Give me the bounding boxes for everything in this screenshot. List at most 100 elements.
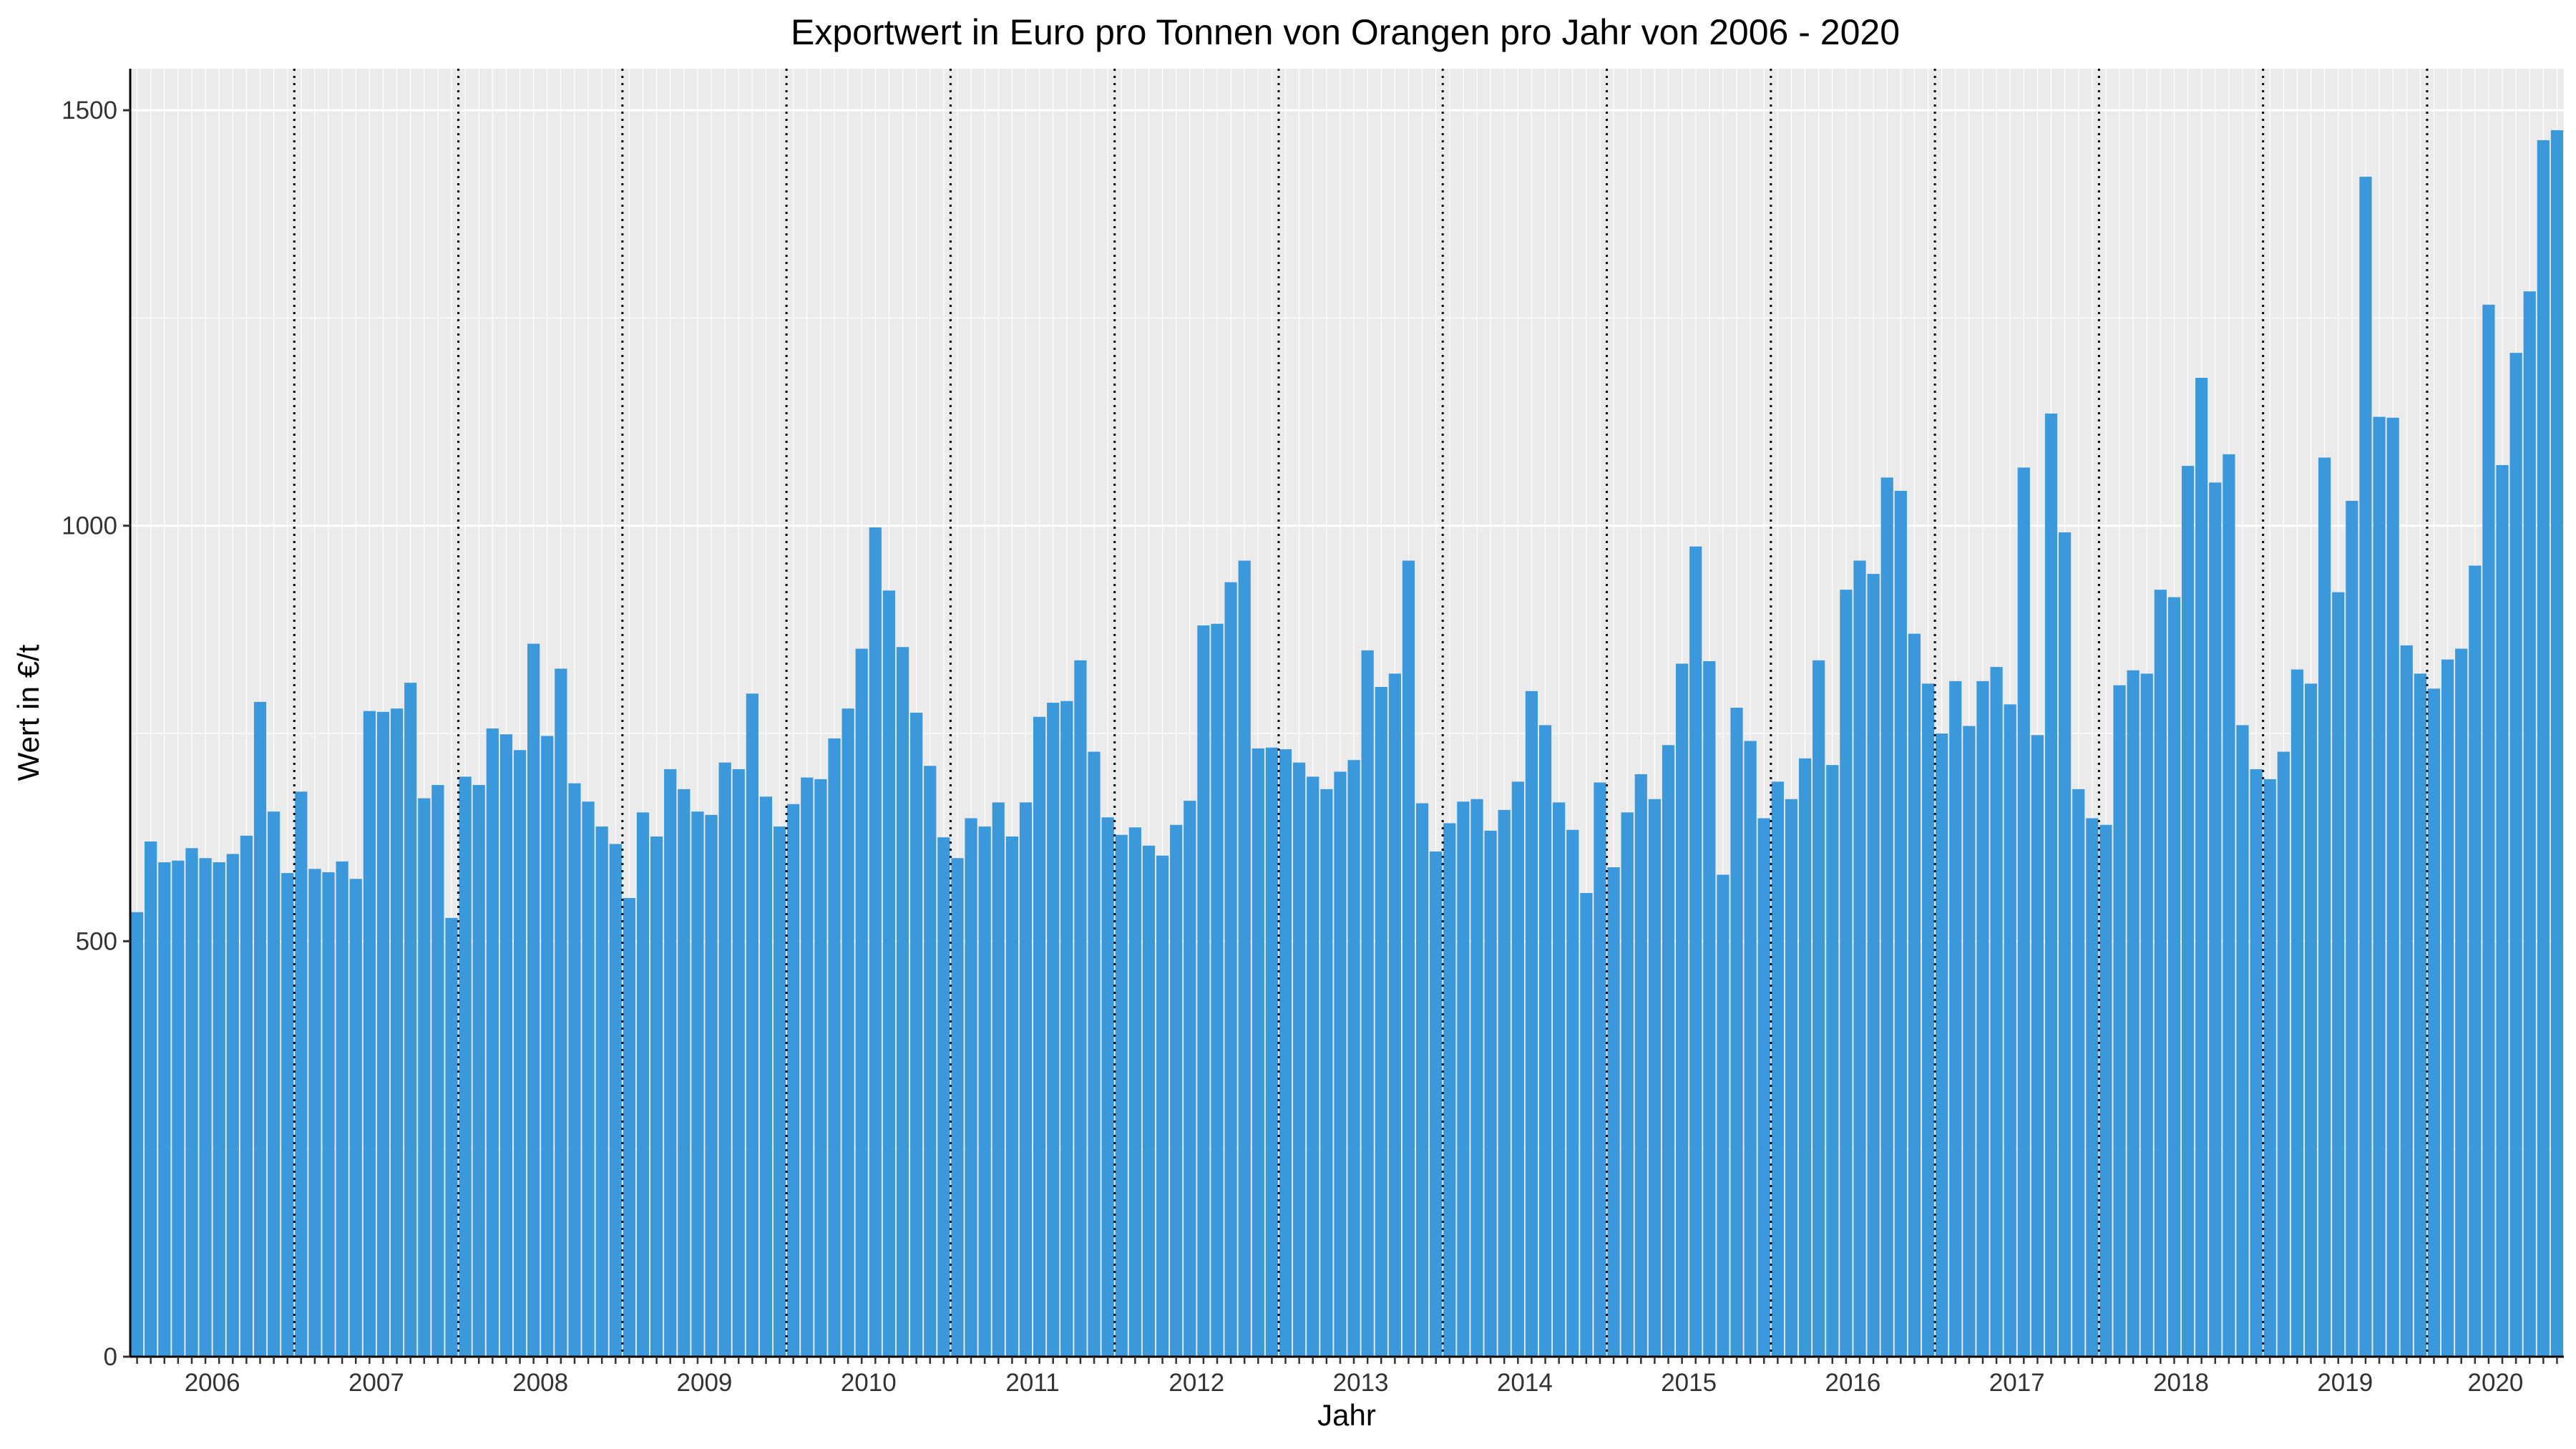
bar	[2250, 769, 2263, 1357]
bar	[2127, 670, 2140, 1357]
x-tick-label: 2009	[677, 1369, 733, 1397]
x-tick-label: 2018	[2153, 1369, 2209, 1397]
bar	[376, 711, 390, 1357]
bar	[609, 844, 622, 1357]
bar	[623, 897, 635, 1357]
bar	[718, 762, 731, 1357]
bar	[1074, 660, 1087, 1357]
bar	[2059, 532, 2072, 1357]
bar	[582, 801, 595, 1357]
bar	[1457, 801, 1470, 1357]
bar	[1771, 781, 1784, 1357]
bar	[431, 785, 444, 1357]
bar	[185, 848, 198, 1357]
bar	[1211, 623, 1224, 1357]
bar	[1880, 477, 1893, 1357]
bar	[636, 812, 650, 1357]
bar	[705, 814, 718, 1357]
bar	[814, 779, 827, 1357]
bar	[1990, 667, 2003, 1357]
bar	[2167, 597, 2181, 1357]
x-tick-label: 2011	[1005, 1369, 1059, 1397]
bar	[1621, 812, 1634, 1357]
bar	[1224, 582, 1237, 1357]
bar	[1566, 829, 1579, 1357]
bar	[828, 738, 841, 1357]
bar	[213, 862, 225, 1357]
bar	[1744, 741, 1757, 1357]
bar	[499, 734, 513, 1357]
bar	[2223, 454, 2235, 1357]
bar	[2373, 416, 2386, 1357]
bar	[1443, 823, 1456, 1357]
bar	[1430, 851, 1443, 1357]
bar	[1936, 733, 1948, 1357]
bar	[2140, 673, 2153, 1357]
bar	[1538, 725, 1552, 1357]
bar	[1347, 760, 1360, 1357]
bar	[1717, 874, 1729, 1357]
bar	[1470, 799, 1483, 1357]
bar	[418, 798, 431, 1357]
bar	[2277, 751, 2290, 1357]
bar	[2209, 482, 2222, 1357]
bar	[746, 693, 758, 1357]
bar	[1388, 673, 1401, 1357]
bar	[1648, 799, 1661, 1357]
bar	[1689, 546, 1702, 1357]
bar	[2346, 500, 2358, 1357]
bar	[1184, 801, 1196, 1357]
bar	[691, 811, 704, 1357]
bar	[1757, 818, 1770, 1357]
bar	[1320, 789, 1333, 1357]
bar	[486, 728, 499, 1357]
bar	[1607, 867, 1620, 1357]
x-tick-label: 2016	[1825, 1369, 1881, 1397]
bar	[2400, 645, 2413, 1357]
bar	[1019, 802, 1033, 1357]
bar	[2318, 457, 2331, 1357]
bar	[2386, 417, 2399, 1357]
bar	[1142, 845, 1156, 1357]
bar	[910, 713, 923, 1357]
bar	[2072, 789, 2085, 1357]
bar	[1005, 836, 1018, 1357]
bar	[2482, 304, 2495, 1357]
x-tick-label: 2008	[512, 1369, 568, 1397]
bar	[253, 701, 267, 1357]
bar	[664, 769, 677, 1357]
bar	[172, 860, 185, 1357]
bar	[2086, 818, 2099, 1357]
bar	[240, 835, 253, 1357]
bar	[650, 836, 663, 1357]
bar	[472, 785, 485, 1357]
bar	[1976, 680, 1989, 1357]
y-axis-title: Wert in €/t	[11, 644, 45, 781]
bar	[841, 708, 854, 1357]
bar	[295, 791, 308, 1357]
y-tick-label: 500	[76, 927, 117, 955]
bar	[2044, 413, 2058, 1357]
bar	[2441, 659, 2454, 1357]
bar	[1511, 781, 1524, 1357]
bar	[1402, 560, 1415, 1357]
bar	[1894, 490, 1907, 1357]
bar	[1963, 726, 1976, 1357]
bar	[1785, 799, 1798, 1357]
x-tick-label: 2017	[1989, 1369, 2045, 1397]
bar	[1170, 824, 1183, 1357]
y-axis-ticks: 0 500 1000 1500	[62, 97, 130, 1371]
y-tick-label: 1500	[62, 97, 117, 125]
bar	[1676, 663, 1689, 1357]
bar	[445, 917, 458, 1357]
bar	[363, 711, 376, 1357]
bar	[1060, 701, 1073, 1357]
bar	[951, 858, 964, 1357]
y-tick-label: 0	[104, 1343, 117, 1371]
bar	[1252, 748, 1264, 1357]
bar	[527, 643, 540, 1357]
bar	[2263, 779, 2276, 1357]
bar	[2017, 467, 2030, 1357]
bar	[896, 647, 909, 1357]
bar	[541, 736, 554, 1357]
